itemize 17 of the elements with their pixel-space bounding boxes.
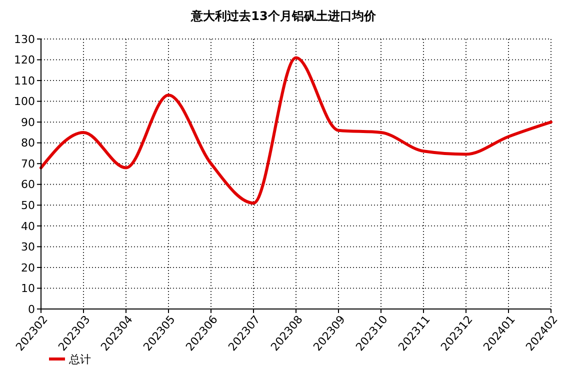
y-tick-label: 40 xyxy=(21,220,35,233)
y-tick-label: 30 xyxy=(21,240,35,254)
legend-label: 总计 xyxy=(68,352,91,366)
y-tick-label: 0 xyxy=(28,302,35,316)
y-tick-label: 120 xyxy=(14,54,35,67)
y-tick-label: 80 xyxy=(21,136,35,150)
y-tick-label: 20 xyxy=(21,261,35,274)
chart-title: 意大利过去13个月铝矾土进口均价 xyxy=(190,9,377,23)
line-series xyxy=(40,56,552,205)
y-tick-label: 60 xyxy=(21,178,35,192)
y-tick-label: 90 xyxy=(21,116,35,129)
y-tick-label: 130 xyxy=(14,32,35,46)
y-tick-label: 110 xyxy=(14,74,35,88)
y-tick-label: 70 xyxy=(21,157,35,170)
y-tick-label: 50 xyxy=(21,199,35,212)
y-tick-label: 100 xyxy=(14,95,35,108)
y-tick-label: 10 xyxy=(21,282,35,296)
